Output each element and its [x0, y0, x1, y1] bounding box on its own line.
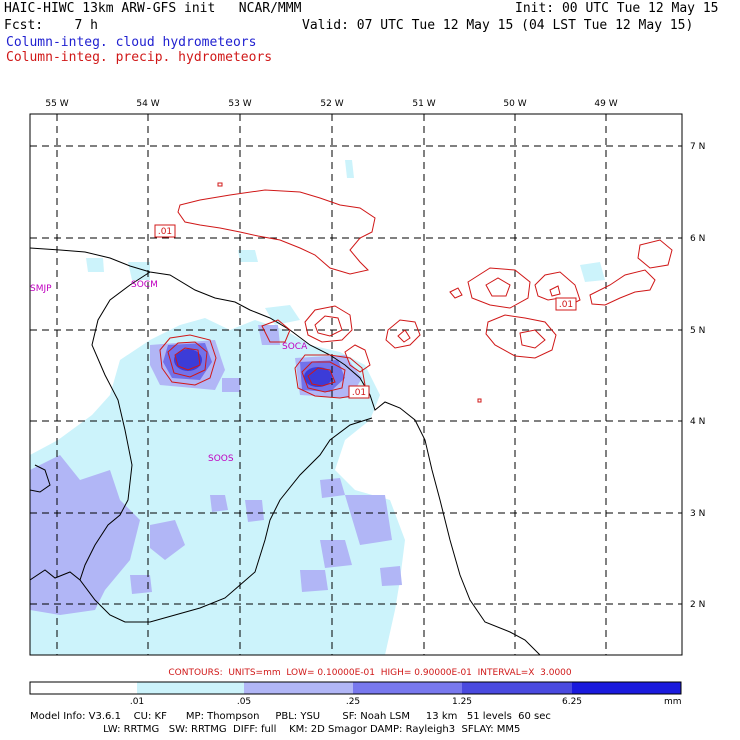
contour-label-2: .01: [348, 385, 370, 399]
valid-time: Valid: 07 UTC Tue 12 May 15 (04 LST Tue …: [302, 18, 694, 33]
lat-label: 6 N: [690, 234, 705, 244]
precip-contours: [159, 182, 673, 403]
lat-label: 3 N: [690, 509, 705, 519]
svg-text:.01: .01: [352, 388, 366, 398]
colorbar-tick: 6.25: [561, 697, 583, 707]
forecast-hour: Fcst: 7 h: [4, 18, 98, 33]
lat-label: 2 N: [690, 600, 705, 610]
colorbar-unit: mm: [664, 697, 682, 707]
lon-label: 51 W: [412, 99, 435, 109]
precip-field-label: Column-integ. precip. hydrometeors: [6, 50, 273, 65]
model-info-line1: Model Info: V3.6.1 CU: KF MP: Thompson P…: [30, 711, 551, 722]
svg-text:.01: .01: [158, 227, 172, 237]
station-label: SOOS: [208, 454, 234, 464]
lon-label: 55 W: [45, 99, 68, 109]
lon-label: 49 W: [594, 99, 617, 109]
svg-text:.01: .01: [559, 300, 573, 310]
colorbar-tick: .01: [129, 697, 145, 707]
colorbar-tick: 1.25: [451, 697, 473, 707]
lon-label: 54 W: [136, 99, 159, 109]
station-label: SOCA: [282, 342, 308, 352]
contour-label-3: .01: [555, 297, 577, 311]
station-label: SMJP: [30, 284, 52, 294]
title-line: HAIC-HIWC 13km ARW-GFS init NCAR/MMM: [4, 1, 302, 16]
cloud-field-label: Column-integ. cloud hydrometeors: [6, 35, 257, 50]
init-time: Init: 00 UTC Tue 12 May 15: [515, 1, 719, 16]
lat-label: 4 N: [690, 417, 705, 427]
longitude-labels: 55 W 54 W 53 W 52 W 51 W 50 W 49 W: [45, 99, 617, 109]
latitude-labels: 7 N 6 N 5 N 4 N 3 N 2 N: [690, 142, 705, 610]
colorbar: [29, 681, 682, 695]
model-info-line2: LW: RRTMG SW: RRTMG DIFF: full KM: 2D Sm…: [30, 724, 521, 735]
contour-label-1: .01: [154, 224, 176, 238]
lon-label: 52 W: [320, 99, 343, 109]
lon-label: 50 W: [503, 99, 526, 109]
colorbar-tick: .05: [236, 697, 252, 707]
station-label: SOCM: [131, 280, 158, 290]
colorbar-tick: .25: [345, 697, 361, 707]
lat-lon-grid: [30, 114, 682, 655]
lat-label: 7 N: [690, 142, 705, 152]
lat-label: 5 N: [690, 326, 705, 336]
plot-frame: [29, 113, 683, 656]
lon-label: 53 W: [228, 99, 251, 109]
coastline: [30, 247, 541, 655]
contour-info: CONTOURS: UNITS=mm LOW= 0.10000E-01 HIGH…: [168, 668, 572, 678]
